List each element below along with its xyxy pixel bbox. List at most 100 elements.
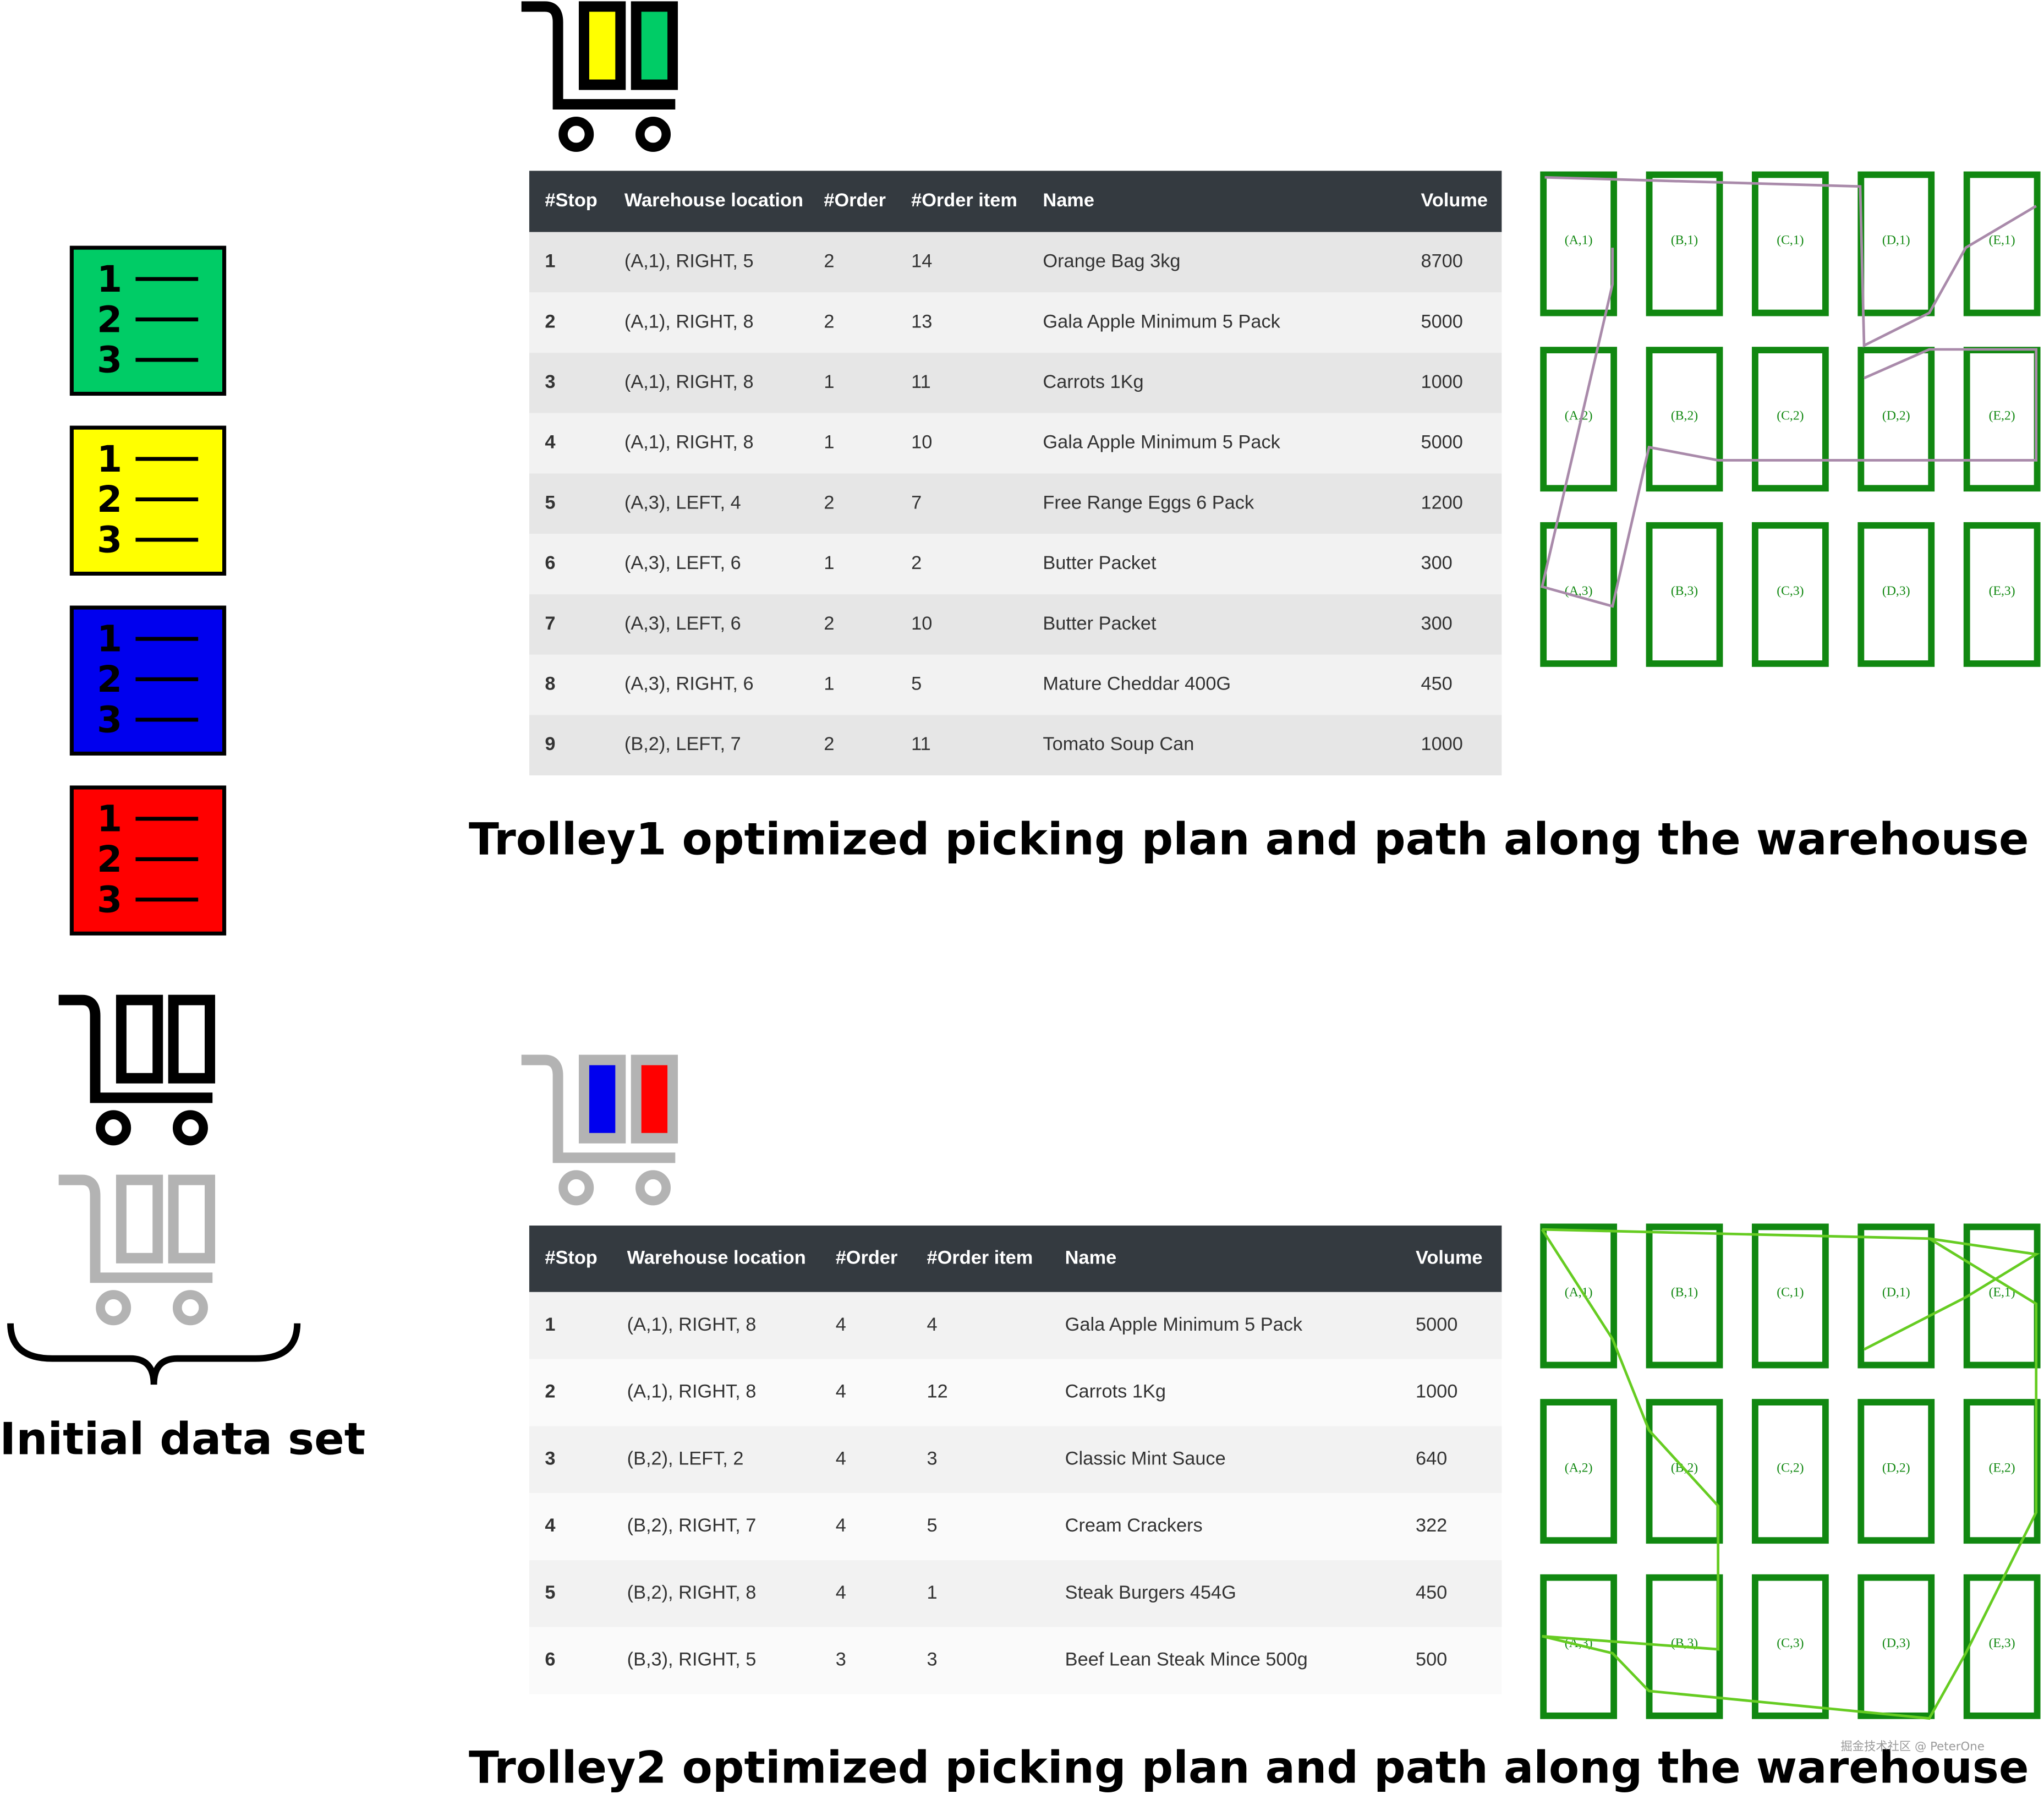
rack-label: (B,2)	[1671, 408, 1698, 423]
warehouse-rack	[1646, 1399, 1723, 1544]
list-number: 3	[97, 338, 122, 381]
table-cell: (B,2), RIGHT, 7	[627, 1515, 757, 1536]
list-number: 2	[97, 838, 122, 880]
table-cell: Gala Apple Minimum 5 Pack	[1043, 432, 1280, 453]
caption: Trolley2 optimized picking plan and path…	[469, 1741, 2029, 1793]
table-cell: 2	[824, 251, 834, 272]
table-cell: Carrots 1Kg	[1043, 371, 1143, 392]
table-cell: 1	[824, 673, 834, 694]
trolley-frame	[521, 1054, 676, 1163]
table-cell: Free Range Eggs 6 Pack	[1043, 492, 1254, 513]
table-row	[529, 1627, 1502, 1694]
table-cell: 2	[824, 492, 834, 513]
table-cell: Butter Packet	[1043, 613, 1157, 634]
trolley-frame	[58, 1174, 213, 1283]
rack-label: (B,3)	[1671, 584, 1698, 598]
table-cell: (A,1), RIGHT, 8	[624, 311, 754, 332]
trolley-bin	[631, 1, 678, 90]
table-cell: 1	[824, 371, 834, 392]
warehouse-rack	[1540, 1399, 1618, 1544]
watermark: 掘金技术社区 @ PeterOne	[1840, 1740, 1985, 1754]
picking-path	[1863, 1237, 2040, 1351]
list-number: 1	[97, 617, 122, 660]
table-cell: (A,1), RIGHT, 8	[627, 1314, 757, 1335]
trolley-wheel	[172, 1110, 208, 1146]
warehouse-rack	[1540, 347, 1618, 492]
rack-label: (D,3)	[1882, 1636, 1910, 1650]
table-cell: 6	[545, 553, 555, 573]
list-number: 3	[97, 878, 122, 921]
table-cell: 7	[911, 492, 922, 513]
trolley-bin	[168, 1174, 215, 1264]
warehouse-rack	[1752, 1399, 1829, 1544]
picking-path	[1544, 176, 2037, 348]
list-number: 2	[97, 298, 122, 341]
trolley-icon	[58, 994, 215, 1146]
rack-label: (B,1)	[1671, 233, 1698, 248]
column-header: #Order item	[911, 190, 1017, 211]
rack-label: (E,1)	[1989, 233, 2015, 248]
trolley-bin	[631, 1054, 678, 1144]
table-cell: (A,3), RIGHT, 6	[624, 673, 754, 694]
rack-label: (A,2)	[1565, 408, 1593, 423]
rack-label: (E,2)	[1989, 408, 2015, 423]
table-cell: 8	[545, 673, 555, 694]
rack-label: (D,2)	[1882, 408, 1910, 423]
column-header: Warehouse location	[627, 1248, 806, 1268]
table-cell: 9	[545, 734, 555, 754]
table-cell: 5000	[1416, 1314, 1457, 1335]
column-header: #Order	[836, 1248, 898, 1268]
table-cell: 1	[545, 251, 555, 272]
warehouse-rack	[1540, 1574, 1618, 1719]
table-cell: 4	[836, 1448, 846, 1469]
table-cell: 5	[911, 673, 922, 694]
table-cell: 10	[911, 432, 932, 453]
table-cell: 3	[927, 1448, 938, 1469]
table-cell: 1	[824, 553, 834, 573]
table-cell: 11	[911, 734, 931, 754]
table-cell: (B,2), LEFT, 2	[627, 1448, 744, 1469]
table-cell: 1000	[1421, 371, 1462, 392]
rack-label: (E,3)	[1989, 584, 2015, 598]
warehouse-rack	[1857, 1399, 1935, 1544]
table-cell: Tomato Soup Can	[1043, 734, 1194, 754]
table-cell: 2	[911, 553, 922, 573]
warehouse-rack	[1857, 347, 1935, 492]
table-cell: 2	[824, 311, 834, 332]
rack-label: (C,1)	[1777, 233, 1804, 248]
table-row	[529, 654, 1502, 715]
warehouse-rack	[1857, 1223, 1935, 1369]
warehouse-rack	[1646, 1223, 1723, 1369]
trolley-frame	[521, 1, 676, 110]
rack-label: (D,1)	[1882, 1286, 1910, 1300]
table-row	[529, 1560, 1502, 1627]
table-row	[529, 1493, 1502, 1560]
table-cell: 13	[911, 311, 932, 332]
table-cell: Cream Crackers	[1065, 1515, 1203, 1536]
table-cell: Beef Lean Steak Mince 500g	[1065, 1649, 1308, 1670]
table-header	[529, 171, 1502, 232]
list-number: 1	[97, 258, 122, 300]
table-row	[529, 1426, 1502, 1494]
table-cell: (B,2), LEFT, 7	[624, 734, 741, 754]
column-header: #Order	[824, 190, 886, 211]
warehouse-rack	[1540, 522, 1618, 667]
table-cell: 14	[911, 251, 932, 272]
table-cell: Mature Cheddar 400G	[1043, 673, 1231, 694]
column-header: Name	[1043, 190, 1094, 211]
table-cell: 450	[1416, 1582, 1447, 1603]
trolley-icon	[521, 1054, 678, 1206]
table-cell: 4	[836, 1515, 846, 1536]
column-header: Name	[1065, 1248, 1117, 1268]
column-header: Volume	[1421, 190, 1488, 211]
trolley-bin	[116, 994, 163, 1084]
table-cell: 3	[927, 1649, 938, 1670]
table-cell: 3	[545, 371, 555, 392]
table-cell: Orange Bag 3kg	[1043, 251, 1180, 272]
rack-label: (E,2)	[1989, 1461, 2015, 1475]
table-cell: 1	[545, 1314, 555, 1335]
rack-label: (D,2)	[1882, 1461, 1910, 1475]
table-cell: (B,3), RIGHT, 5	[627, 1649, 757, 1670]
table-cell: 3	[545, 1448, 555, 1469]
